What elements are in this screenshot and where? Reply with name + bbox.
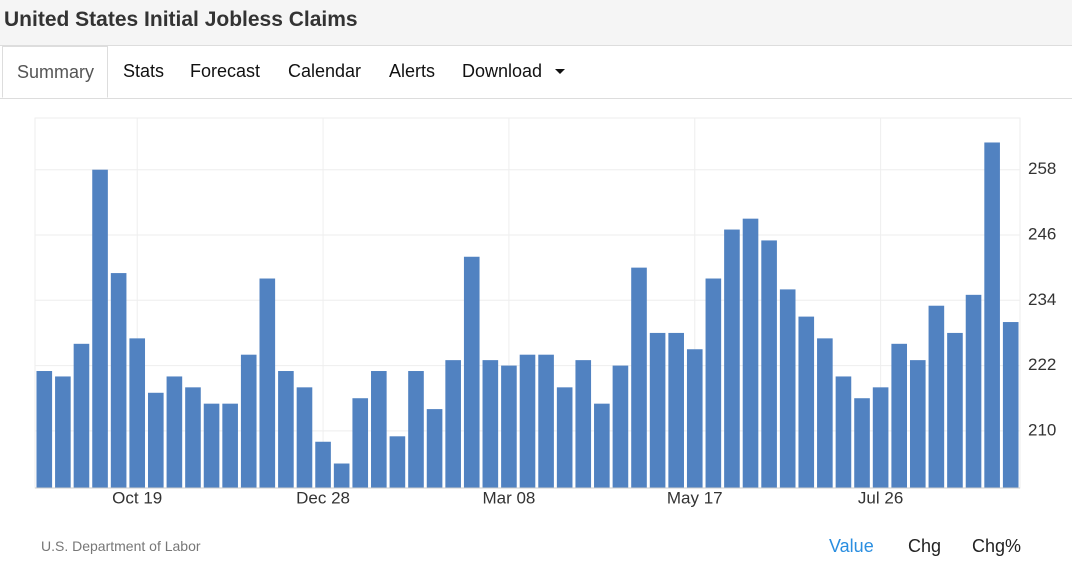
y-tick-label: 222 [1028, 355, 1056, 374]
bar [259, 278, 276, 488]
bar [278, 371, 294, 488]
bar [445, 360, 461, 488]
toggle-button[interactable]: Chg [908, 536, 942, 556]
bar [352, 398, 369, 488]
tab[interactable]: Alerts [389, 61, 436, 81]
toggle-button[interactable]: Value [829, 536, 874, 556]
bar [222, 403, 238, 488]
y-tick-label: 246 [1028, 224, 1056, 243]
bar [817, 338, 833, 488]
bar [612, 365, 629, 488]
bar [668, 332, 684, 488]
y-tick-label: 234 [1028, 290, 1056, 309]
bar [538, 354, 554, 488]
x-tick-label: Jul 26 [858, 488, 903, 507]
bar [463, 256, 480, 488]
header: United States Initial Jobless Claims [0, 0, 1072, 46]
bar [575, 360, 592, 488]
bar [110, 273, 127, 488]
page-title: United States Initial Jobless Claims [4, 8, 358, 31]
tab[interactable]: Download [462, 61, 543, 81]
bar [909, 360, 926, 488]
bar [129, 338, 146, 488]
bar [147, 392, 164, 488]
bar [872, 387, 889, 488]
bar [556, 387, 573, 488]
bar [854, 398, 870, 488]
bar [482, 360, 499, 488]
bar [389, 436, 406, 488]
tab[interactable]: Stats [123, 61, 165, 81]
y-tick-label: 258 [1028, 159, 1056, 178]
bar [296, 387, 313, 488]
x-tick-label: Dec 28 [296, 488, 350, 507]
bar [984, 142, 1000, 488]
bar [240, 354, 257, 488]
bar [426, 409, 443, 488]
bar [519, 354, 536, 488]
bar [835, 376, 852, 488]
chart: 210 222 234 246 258 Oct 19 Dec 28 Mar 08 May 17 J… [34, 117, 1056, 507]
bar [947, 332, 963, 488]
bar [928, 305, 945, 488]
bar [742, 218, 759, 488]
x-tick-label: May 17 [667, 488, 723, 507]
bar [649, 332, 666, 488]
tab[interactable]: Forecast [190, 61, 261, 81]
x-tick-label: Oct 19 [112, 488, 162, 507]
y-tick-label: 210 [1028, 420, 1056, 439]
bar [408, 371, 424, 488]
bar [371, 371, 387, 488]
bar [761, 240, 777, 488]
bar [166, 376, 183, 488]
source: U.S. Department of Labor [41, 538, 201, 554]
bar [891, 343, 908, 488]
bar [705, 278, 722, 488]
bar [185, 387, 201, 488]
bar [1002, 322, 1019, 488]
dropdown-caret [555, 69, 565, 74]
bar [594, 403, 610, 488]
bar [686, 349, 703, 488]
tab-bar: Summary Stats Forecast Calendar Alerts D… [0, 46, 1072, 99]
bar [55, 376, 71, 488]
bar [798, 316, 815, 488]
bar [36, 371, 53, 488]
bar [724, 229, 740, 488]
x-tick-label: Mar 08 [482, 488, 535, 507]
bar [965, 294, 982, 488]
bar [333, 463, 350, 488]
tab[interactable]: Calendar [288, 61, 362, 81]
toggle-button[interactable]: Chg% [972, 536, 1022, 556]
bar [92, 169, 108, 489]
tab[interactable]: Summary [2, 46, 108, 98]
bar [315, 441, 331, 488]
bar [73, 343, 90, 488]
bar [501, 365, 517, 488]
bar [631, 267, 647, 488]
bar [203, 403, 220, 488]
bar [779, 289, 796, 488]
